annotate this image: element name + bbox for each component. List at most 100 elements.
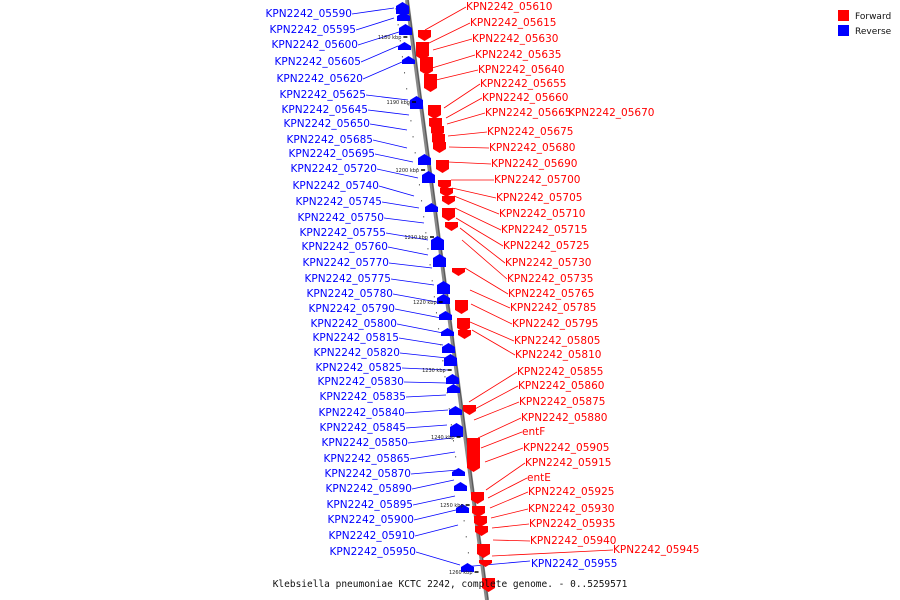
reverse-gene-label[interactable]: KPN2242_05840	[319, 407, 405, 419]
reverse-gene-feature[interactable]	[399, 24, 412, 35]
reverse-gene-feature[interactable]	[461, 563, 474, 572]
reverse-gene-label[interactable]: KPN2242_05650	[284, 118, 370, 130]
reverse-gene-feature[interactable]	[431, 236, 444, 250]
reverse-gene-label[interactable]: KPN2242_05900	[328, 514, 414, 526]
reverse-gene-feature[interactable]	[437, 281, 450, 294]
reverse-gene-label[interactable]: KPN2242_05835	[320, 391, 406, 403]
reverse-gene-label[interactable]: KPN2242_05645	[282, 104, 368, 116]
reverse-gene-label[interactable]: KPN2242_05760	[302, 241, 388, 253]
reverse-gene-feature[interactable]	[441, 328, 454, 336]
reverse-gene-label[interactable]: KPN2242_05745	[296, 196, 382, 208]
reverse-gene-label[interactable]: KPN2242_05775	[305, 273, 391, 285]
forward-gene-label[interactable]: KPN2242_05855	[517, 366, 603, 378]
forward-gene-label[interactable]: KPN2242_05665	[485, 107, 571, 119]
reverse-gene-label[interactable]: KPN2242_05790	[309, 303, 395, 315]
reverse-gene-feature[interactable]	[433, 254, 446, 267]
forward-gene-feature[interactable]	[428, 105, 441, 119]
forward-gene-feature[interactable]	[467, 438, 480, 472]
reverse-gene-feature[interactable]	[418, 154, 431, 165]
reverse-gene-label[interactable]: KPN2242_05720	[291, 163, 377, 175]
forward-gene-label[interactable]: KPN2242_05615	[470, 17, 556, 29]
reverse-gene-label[interactable]: KPN2242_05870	[325, 468, 411, 480]
forward-gene-feature[interactable]	[436, 160, 449, 173]
reverse-gene-label[interactable]: KPN2242_05895	[327, 499, 413, 511]
forward-gene-feature[interactable]	[472, 506, 485, 517]
reverse-gene-label[interactable]: KPN2242_05625	[280, 89, 366, 101]
reverse-gene-label[interactable]: KPN2242_05595	[270, 24, 356, 36]
reverse-gene-label[interactable]: KPN2242_05890	[326, 483, 412, 495]
reverse-gene-label[interactable]: KPN2242_05755	[300, 227, 386, 239]
reverse-gene-label[interactable]: KPN2242_05780	[307, 288, 393, 300]
reverse-gene-feature[interactable]	[452, 468, 465, 476]
reverse-gene-label[interactable]: KPN2242_05695	[289, 148, 375, 160]
forward-gene-feature[interactable]	[420, 57, 433, 75]
forward-gene-label[interactable]: KPN2242_05610	[466, 1, 552, 13]
forward-gene-label[interactable]: KPN2242_05715	[501, 224, 587, 236]
reverse-gene-feature[interactable]	[446, 374, 459, 384]
reverse-gene-feature[interactable]	[402, 56, 415, 64]
forward-gene-label[interactable]: KPN2242_05810	[515, 349, 601, 361]
reverse-gene-label[interactable]: KPN2242_05740	[293, 180, 379, 192]
forward-gene-label[interactable]: KPN2242_05905	[523, 442, 609, 454]
forward-gene-label[interactable]: KPN2242_05860	[518, 380, 604, 392]
reverse-gene-feature[interactable]	[410, 96, 423, 109]
reverse-gene-label[interactable]: KPN2242_05770	[303, 257, 389, 269]
reverse-gene-label[interactable]: KPN2242_05950	[330, 546, 416, 558]
reverse-gene-label[interactable]: KPN2242_05685	[287, 134, 373, 146]
reverse-gene-label[interactable]: KPN2242_05850	[322, 437, 408, 449]
forward-gene-feature[interactable]	[458, 330, 471, 339]
reverse-gene-label[interactable]: KPN2242_05815	[313, 332, 399, 344]
reverse-gene-label[interactable]: KPN2242_05830	[318, 376, 404, 388]
reverse-gene-feature[interactable]	[439, 311, 452, 320]
reverse-gene-feature[interactable]	[397, 12, 410, 21]
forward-gene-feature[interactable]	[455, 300, 468, 314]
forward-gene-feature[interactable]	[424, 74, 437, 92]
forward-gene-label[interactable]: KPN2242_05765	[508, 288, 594, 300]
forward-gene-label[interactable]: KPN2242_05640	[478, 64, 564, 76]
forward-gene-label[interactable]: KPN2242_05710	[499, 208, 585, 220]
forward-gene-label[interactable]: entE	[527, 472, 551, 484]
reverse-gene-feature[interactable]	[447, 384, 460, 393]
reverse-gene-label[interactable]: KPN2242_05750	[298, 212, 384, 224]
forward-gene-label[interactable]: KPN2242_05690	[491, 158, 577, 170]
forward-gene-label[interactable]: KPN2242_05945	[613, 544, 699, 556]
forward-gene-feature[interactable]	[418, 30, 431, 41]
forward-gene-feature[interactable]	[477, 544, 490, 558]
reverse-gene-label[interactable]: KPN2242_05600	[272, 39, 358, 51]
reverse-gene-feature[interactable]	[449, 406, 462, 415]
reverse-gene-label[interactable]: KPN2242_05845	[320, 422, 406, 434]
reverse-gene-feature[interactable]	[454, 482, 467, 491]
forward-gene-label[interactable]: KPN2242_05635	[475, 49, 561, 61]
forward-gene-feature[interactable]	[438, 180, 451, 190]
forward-gene-label[interactable]: KPN2242_05730	[505, 257, 591, 269]
forward-gene-label[interactable]: KPN2242_05795	[512, 318, 598, 330]
reverse-gene-feature[interactable]	[444, 354, 457, 366]
forward-gene-feature[interactable]	[475, 526, 488, 536]
forward-gene-label[interactable]: KPN2242_05680	[489, 142, 575, 154]
forward-gene-label[interactable]: KPN2242_05725	[503, 240, 589, 252]
forward-gene-feature[interactable]	[479, 560, 492, 567]
reverse-gene-label[interactable]: KPN2242_05820	[314, 347, 400, 359]
reverse-gene-label[interactable]: KPN2242_05865	[324, 453, 410, 465]
reverse-gene-label[interactable]: KPN2242_05605	[275, 56, 361, 68]
reverse-gene-label[interactable]: KPN2242_05825	[316, 362, 402, 374]
forward-gene-feature[interactable]	[440, 188, 453, 197]
forward-gene-label[interactable]: KPN2242_05935	[529, 518, 615, 530]
forward-gene-label[interactable]: KPN2242_05940	[530, 535, 616, 547]
reverse-gene-feature[interactable]	[398, 42, 411, 50]
forward-gene-label[interactable]: entF	[522, 426, 545, 438]
forward-gene-feature[interactable]	[416, 42, 429, 60]
forward-gene-feature[interactable]	[442, 208, 455, 221]
forward-gene-label[interactable]: KPN2242_05915	[525, 457, 611, 469]
reverse-gene-label[interactable]: KPN2242_05620	[277, 73, 363, 85]
reverse-gene-feature[interactable]	[425, 203, 438, 212]
forward-gene-label[interactable]: KPN2242_05630	[472, 33, 558, 45]
forward-gene-feature[interactable]	[442, 196, 455, 205]
reverse-gene-label[interactable]: KPN2242_05590	[266, 8, 352, 20]
reverse-gene-feature[interactable]	[422, 171, 435, 183]
forward-gene-feature[interactable]	[433, 142, 446, 153]
forward-gene-feature[interactable]	[474, 516, 487, 527]
forward-gene-label[interactable]: KPN2242_05930	[528, 503, 614, 515]
forward-gene-feature[interactable]	[445, 222, 458, 231]
forward-gene-label[interactable]: KPN2242_05880	[521, 412, 607, 424]
